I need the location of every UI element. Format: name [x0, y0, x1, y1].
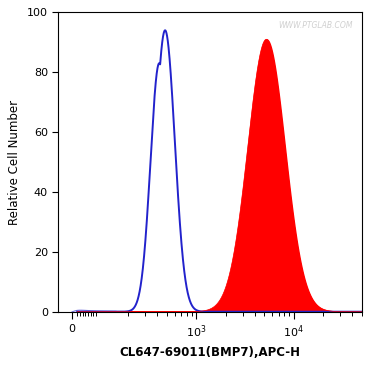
Y-axis label: Relative Cell Number: Relative Cell Number	[9, 99, 21, 225]
Text: WWW.PTGLAB.COM: WWW.PTGLAB.COM	[278, 21, 353, 30]
X-axis label: CL647-69011(BMP7),APC-H: CL647-69011(BMP7),APC-H	[120, 346, 300, 359]
